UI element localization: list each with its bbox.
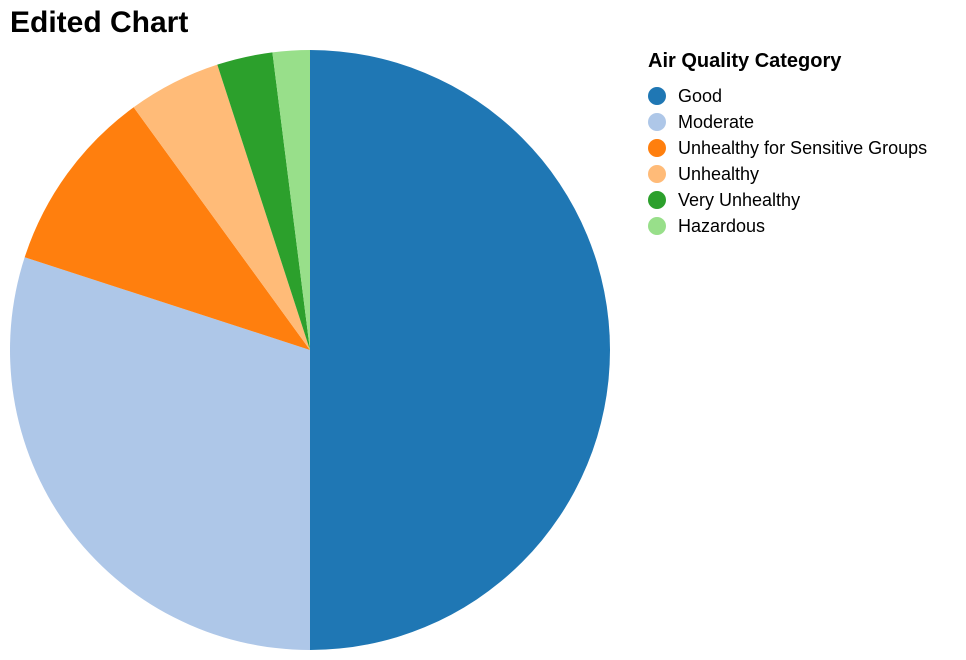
legend-label: Good [678,85,723,106]
legend-item-good: Good [648,83,927,109]
chart-title: Edited Chart [10,6,189,39]
legend-item-hazardous: Hazardous [648,213,927,239]
pie-slice-moderate [9,257,311,650]
legend-label: Hazardous [678,215,766,236]
pie-slice-good [310,50,610,650]
legend: Air Quality Category Good Moderate Unhealt… [648,50,927,239]
legend-items: Good Moderate Unhealthy for Sensitive Grou… [648,83,927,239]
legend-item-unhealthy: Unhealthy [648,161,927,187]
legend-swatch [648,165,666,183]
legend-title: Air Quality Category [648,50,842,72]
pie-slice-unhealthy [133,64,310,350]
pie-slice-very-unhealthy [217,52,310,350]
legend-swatch [648,113,666,131]
legend-label: Unhealthy for Sensitive Groups [678,137,928,158]
pie-slice-unhealthy-for-sensitive-groups [24,107,310,351]
legend-item-very-unhealthy: Very Unhealthy [648,187,927,213]
legend-swatch [648,191,666,209]
pie-slices [9,50,610,650]
legend-item-unhealthy-for-sensitive-groups: Unhealthy for Sensitive Groups [648,135,927,161]
legend-swatch [648,87,666,105]
legend-label: Moderate [678,111,755,132]
legend-swatch [648,217,666,235]
pie-slice-hazardous [272,50,310,350]
legend-label: Very Unhealthy [678,189,801,210]
legend-label: Unhealthy [678,163,760,184]
legend-swatch [648,139,666,157]
legend-item-moderate: Moderate [648,109,927,135]
